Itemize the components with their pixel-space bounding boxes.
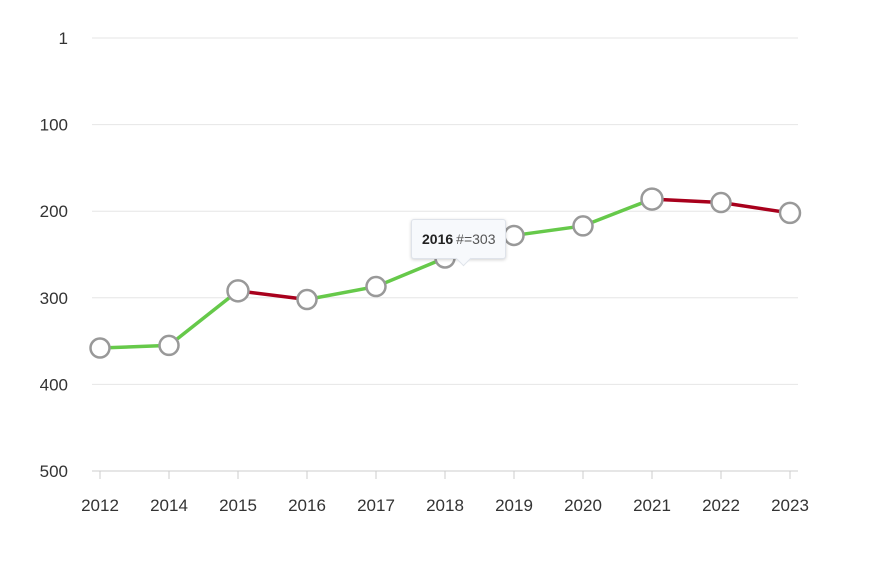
x-tick-label: 2020 [564,496,602,515]
y-tick-label: 200 [40,202,68,221]
data-point[interactable] [89,337,111,359]
x-tick-label: 2016 [288,496,326,515]
data-point[interactable] [365,275,387,298]
data-point[interactable] [226,279,250,303]
line-segment [305,284,378,302]
y-axis: 1 100 200 300 400 500 [40,29,68,481]
line-segment [374,256,447,289]
x-tick-label: 2018 [426,496,464,515]
data-point[interactable] [710,191,732,214]
x-tick-label: 2014 [150,496,188,515]
line-segment [581,197,654,228]
line-segment [719,200,792,215]
tooltip: 2016 #=303 [411,219,507,259]
line-segment [512,224,585,238]
x-tick-label: 2017 [357,496,395,515]
data-point[interactable] [778,201,802,225]
y-tick-label: 1 [59,29,68,48]
data-point[interactable] [296,288,318,311]
y-tick-label: 300 [40,289,68,308]
grid-lines [92,37,798,385]
y-tick-label: 400 [40,375,68,394]
series-markers[interactable] [89,187,802,359]
data-point[interactable] [503,224,525,247]
y-tick-label: 100 [40,116,68,135]
line-segment [98,343,171,350]
x-axis: 2012 2014 2015 2016 2017 2018 2019 2020 2021 2022… [81,470,809,515]
tooltip-value: #=303 [456,231,496,247]
x-tick-label: 2023 [771,496,809,515]
data-point[interactable] [640,187,664,211]
x-tick-label: 2012 [81,496,119,515]
line-segment [167,289,240,348]
data-point[interactable] [572,215,594,237]
x-tick-label: 2019 [495,496,533,515]
data-point[interactable] [158,334,180,357]
x-tick-label: 2022 [702,496,740,515]
x-tick-label: 2015 [219,496,257,515]
x-tick-label: 2021 [633,496,671,515]
tooltip-year: 2016 [422,231,454,247]
y-tick-label: 500 [40,462,68,481]
